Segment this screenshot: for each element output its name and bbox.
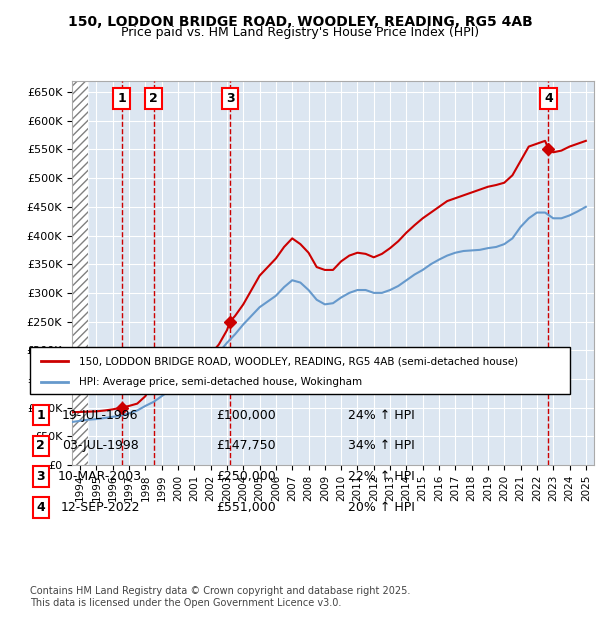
Text: 20% ↑ HPI: 20% ↑ HPI bbox=[347, 501, 415, 514]
Text: 2: 2 bbox=[149, 92, 158, 105]
Text: HPI: Average price, semi-detached house, Wokingham: HPI: Average price, semi-detached house,… bbox=[79, 377, 362, 387]
Text: 19-JUL-1996: 19-JUL-1996 bbox=[62, 409, 139, 422]
Text: Contains HM Land Registry data © Crown copyright and database right 2025.
This d: Contains HM Land Registry data © Crown c… bbox=[30, 586, 410, 608]
Text: 34% ↑ HPI: 34% ↑ HPI bbox=[347, 440, 415, 453]
Text: 24% ↑ HPI: 24% ↑ HPI bbox=[347, 409, 415, 422]
Text: 4: 4 bbox=[37, 501, 45, 514]
Text: £250,000: £250,000 bbox=[216, 470, 276, 483]
Text: 3: 3 bbox=[226, 92, 235, 105]
Text: £551,000: £551,000 bbox=[216, 501, 276, 514]
Text: 1: 1 bbox=[117, 92, 126, 105]
Text: 4: 4 bbox=[544, 92, 553, 105]
Text: 12-SEP-2022: 12-SEP-2022 bbox=[61, 501, 140, 514]
Text: £147,750: £147,750 bbox=[216, 440, 276, 453]
Text: 3: 3 bbox=[37, 470, 45, 483]
Text: Price paid vs. HM Land Registry's House Price Index (HPI): Price paid vs. HM Land Registry's House … bbox=[121, 26, 479, 39]
Text: 150, LODDON BRIDGE ROAD, WOODLEY, READING, RG5 4AB: 150, LODDON BRIDGE ROAD, WOODLEY, READIN… bbox=[68, 16, 532, 30]
Bar bbox=[72, 81, 88, 465]
FancyBboxPatch shape bbox=[30, 347, 570, 394]
Text: 22% ↑ HPI: 22% ↑ HPI bbox=[347, 470, 415, 483]
Text: 1: 1 bbox=[37, 409, 45, 422]
Text: 150, LODDON BRIDGE ROAD, WOODLEY, READING, RG5 4AB (semi-detached house): 150, LODDON BRIDGE ROAD, WOODLEY, READIN… bbox=[79, 356, 518, 366]
Bar bbox=[72, 81, 88, 465]
Text: 10-MAR-2003: 10-MAR-2003 bbox=[58, 470, 142, 483]
Text: £100,000: £100,000 bbox=[216, 409, 276, 422]
Text: 03-JUL-1998: 03-JUL-1998 bbox=[62, 440, 139, 453]
Text: 2: 2 bbox=[37, 440, 45, 453]
